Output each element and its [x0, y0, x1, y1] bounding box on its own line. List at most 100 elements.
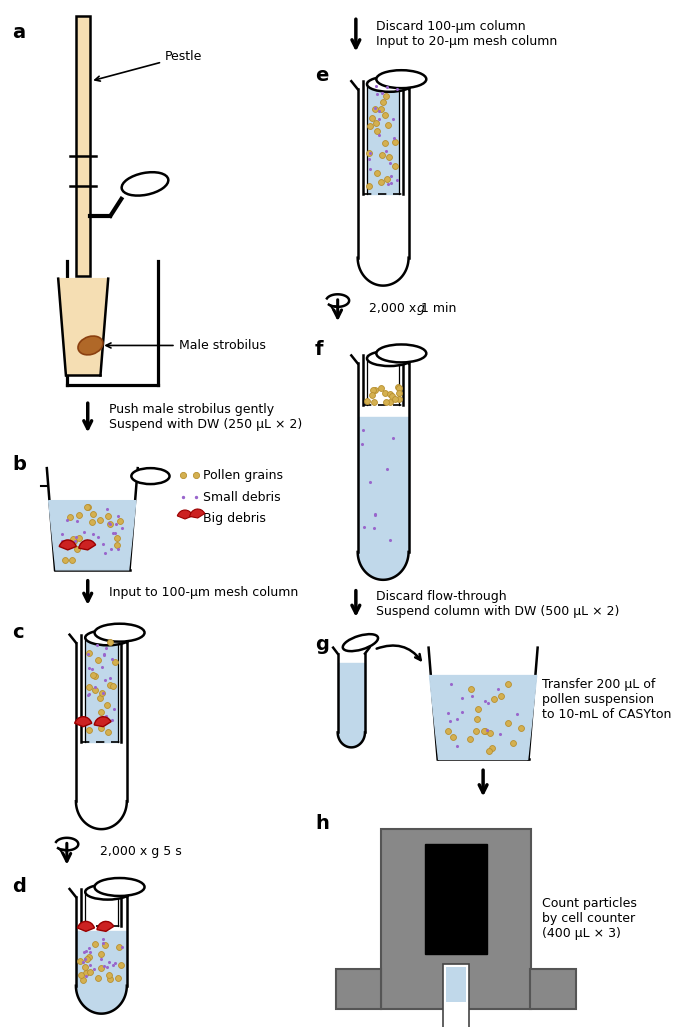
Point [84, 680, 95, 696]
Point [56, 526, 67, 543]
Point [393, 378, 404, 395]
Point [84, 686, 95, 702]
Point [376, 174, 387, 190]
Point [72, 513, 83, 529]
Point [100, 639, 111, 656]
Point [389, 134, 400, 150]
Point [108, 525, 119, 542]
Polygon shape [76, 986, 127, 1014]
Text: 2,000 x: 2,000 x [369, 302, 421, 315]
Wedge shape [77, 921, 95, 931]
Point [92, 652, 103, 668]
Point [369, 394, 379, 410]
Point [56, 533, 67, 549]
Point [79, 951, 90, 967]
Point [102, 724, 113, 740]
Point [495, 726, 506, 742]
Point [104, 670, 115, 687]
Point [365, 474, 376, 490]
Bar [336, 968, 382, 1008]
Point [84, 957, 95, 974]
Point [382, 461, 393, 477]
Point [84, 949, 95, 965]
Polygon shape [76, 642, 127, 801]
Point [511, 706, 522, 723]
Text: Transfer 200 μL of
pollen suspension
to 10-mL of CASYton: Transfer 200 μL of pollen suspension to … [543, 678, 671, 721]
Point [381, 143, 392, 159]
Point [384, 154, 395, 171]
Text: h: h [315, 814, 329, 833]
Point [375, 379, 386, 396]
Point [104, 634, 115, 651]
Point [106, 651, 117, 667]
Point [387, 111, 398, 127]
Point [112, 541, 123, 557]
Point [68, 531, 79, 548]
Polygon shape [49, 501, 136, 570]
Point [95, 712, 105, 729]
Polygon shape [358, 552, 408, 580]
Point [456, 704, 467, 721]
Point [381, 394, 392, 410]
Point [96, 720, 107, 736]
Point [85, 964, 96, 981]
Polygon shape [358, 364, 408, 552]
Point [373, 111, 384, 127]
Point [479, 723, 490, 739]
Point [480, 723, 491, 739]
Text: Discard flow-through
Suspend column with DW (500 μL × 2): Discard flow-through Suspend column with… [376, 590, 619, 618]
Point [103, 515, 114, 531]
Point [387, 389, 398, 405]
Point [382, 79, 393, 96]
Text: Big debris: Big debris [203, 513, 266, 525]
Point [369, 506, 380, 522]
Point [105, 971, 116, 988]
Bar [76, 16, 90, 276]
Bar [530, 968, 576, 1008]
Point [388, 131, 399, 147]
Point [82, 951, 92, 967]
Point [471, 723, 482, 739]
Text: Discard 100-μm column
Input to 20-μm mesh column: Discard 100-μm column Input to 20-μm mes… [376, 21, 557, 48]
Bar [443, 964, 469, 1028]
Polygon shape [58, 279, 108, 375]
Ellipse shape [376, 70, 426, 88]
Bar [425, 844, 487, 954]
Point [371, 78, 382, 95]
Ellipse shape [132, 468, 169, 484]
Polygon shape [358, 89, 408, 258]
Ellipse shape [85, 630, 130, 646]
Polygon shape [67, 261, 158, 386]
Point [482, 695, 493, 711]
Point [109, 701, 120, 718]
Point [452, 737, 463, 754]
Point [92, 636, 103, 653]
Point [376, 147, 387, 163]
Point [364, 161, 375, 178]
Bar [382, 830, 532, 1008]
Point [113, 939, 124, 955]
Point [373, 103, 384, 119]
Point [485, 725, 496, 741]
Point [387, 430, 398, 446]
Point [97, 659, 108, 675]
Point [364, 145, 375, 161]
Point [102, 508, 113, 524]
Point [105, 516, 116, 533]
Point [83, 660, 94, 676]
Point [72, 542, 83, 558]
Point [488, 691, 499, 707]
Point [376, 84, 387, 101]
Point [107, 712, 118, 729]
Polygon shape [47, 468, 138, 570]
Point [473, 701, 484, 718]
Point [108, 957, 119, 974]
Point [385, 533, 396, 549]
Point [371, 115, 382, 132]
Text: Input to 100-μm mesh column: Input to 100-μm mesh column [109, 586, 298, 599]
Text: b: b [12, 455, 26, 474]
Point [117, 940, 128, 956]
Point [68, 533, 79, 549]
Point [445, 675, 456, 692]
Wedge shape [190, 509, 205, 518]
